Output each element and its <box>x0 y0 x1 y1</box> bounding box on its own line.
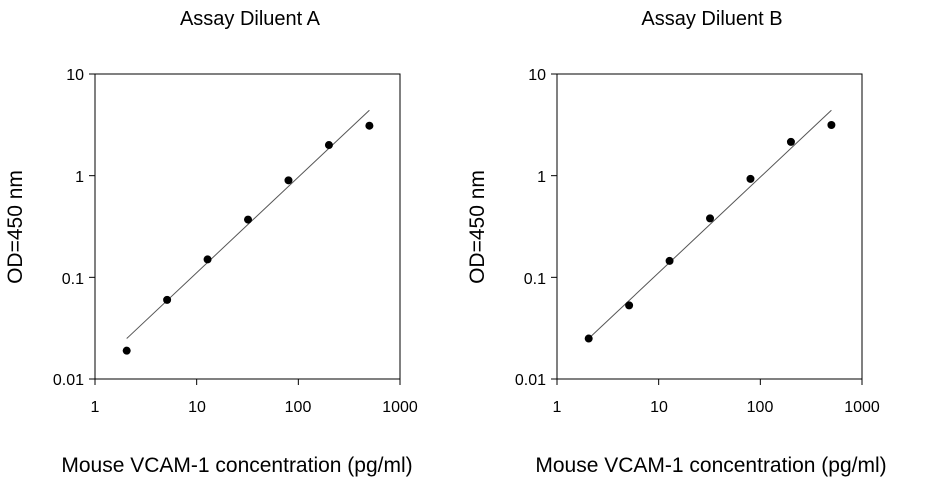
data-point <box>122 346 131 355</box>
y-axis-label: OD=450 nm <box>466 170 489 284</box>
data-point <box>284 176 293 185</box>
data-point <box>203 255 212 264</box>
x-tick-label: 100 <box>285 399 312 416</box>
y-tick-label: 10 <box>66 67 84 84</box>
data-points <box>584 121 836 343</box>
data-point <box>584 334 593 343</box>
x-tick-label: 1000 <box>844 399 880 416</box>
x-axis: 1 10 100 1000 <box>91 399 418 416</box>
data-point <box>827 121 836 130</box>
chart-title: Assay Diluent B <box>641 8 782 30</box>
data-point <box>786 137 795 146</box>
x-axis: 1 10 100 1000 <box>553 399 880 416</box>
x-tick-label: 1 <box>553 399 562 416</box>
y-tick-label: 1 <box>537 169 546 186</box>
x-tick-label: 1000 <box>382 399 418 416</box>
data-point <box>324 141 333 150</box>
fit-line <box>126 109 370 339</box>
data-point <box>163 295 172 304</box>
data-points <box>122 121 374 355</box>
data-point <box>244 215 253 224</box>
data-point <box>746 174 755 183</box>
y-tick-label: 0.01 <box>515 372 546 389</box>
tick-marks <box>551 73 863 385</box>
tick-marks <box>89 73 401 385</box>
x-axis-label: Mouse VCAM-1 concentration (pg/ml) <box>535 454 886 477</box>
y-tick-label: 0.01 <box>53 372 84 389</box>
x-tick-label: 100 <box>747 399 774 416</box>
x-tick-label: 10 <box>188 399 206 416</box>
x-tick-label: 1 <box>91 399 100 416</box>
fit-line-segment <box>126 109 370 339</box>
data-point <box>706 214 715 223</box>
chart-title: Assay Diluent A <box>180 8 321 30</box>
y-tick-label: 0.1 <box>62 271 84 288</box>
y-axis: 0.01 0.1 1 10 <box>515 67 546 389</box>
data-point <box>365 121 374 130</box>
y-tick-label: 10 <box>528 67 546 84</box>
plot-frame <box>94 73 401 380</box>
data-point <box>665 256 674 265</box>
chart-panel-b: Assay Diluent B 0.01 0.1 1 10 1 10 100 1… <box>466 8 887 477</box>
y-axis: 0.01 0.1 1 10 <box>53 67 84 389</box>
fit-line-segment <box>588 109 832 339</box>
y-tick-label: 1 <box>75 169 84 186</box>
data-point <box>625 301 634 310</box>
y-tick-label: 0.1 <box>524 271 546 288</box>
plot-frame <box>556 73 863 380</box>
fit-line <box>588 109 832 339</box>
x-axis-label: Mouse VCAM-1 concentration (pg/ml) <box>61 454 412 477</box>
y-axis-label: OD=450 nm <box>4 170 27 284</box>
chart-panel-a: Assay Diluent A 0.01 0.1 1 10 1 10 100 1… <box>4 8 418 477</box>
x-tick-label: 10 <box>650 399 668 416</box>
